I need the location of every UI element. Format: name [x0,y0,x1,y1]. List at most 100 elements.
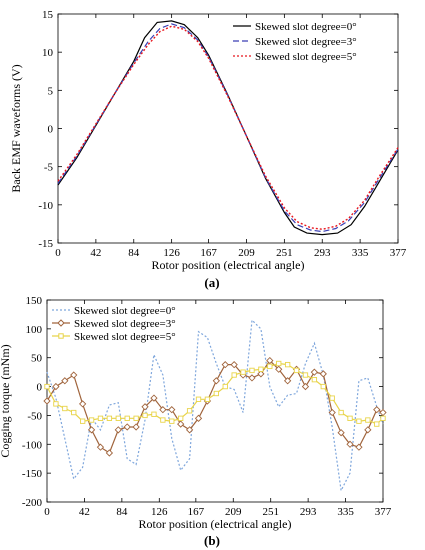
data-point [62,405,68,412]
data-point [347,415,353,421]
data-point [355,443,363,451]
data-point [222,383,228,390]
legend-marker [57,319,65,327]
data-point [61,377,69,385]
x-tick-label: 126 [163,247,180,259]
y-tick-label: 0 [37,382,43,394]
data-point [310,368,319,376]
data-point [124,415,130,421]
x-tick-label: 335 [352,247,369,259]
y-tick-label: -150 [22,468,43,480]
x-tick-label: 126 [151,506,168,518]
x-tick-label: 209 [225,506,242,518]
data-point [329,395,335,401]
x-tick-label: 167 [188,506,205,518]
data-point [248,374,256,382]
data-point [328,408,336,417]
y-tick-label: 15 [42,9,54,21]
data-point [374,421,380,427]
data-point [364,426,372,434]
series-line [46,359,384,454]
y-axis-label: Back EMF waveforms (V) [9,64,23,192]
x-axis-label: Rotor position (electrical angle) [152,258,305,272]
data-point [373,406,381,414]
data-point [106,415,113,421]
x-tick-label: 42 [79,506,90,518]
data-point [178,415,184,421]
data-point [123,423,131,431]
plot-frame [57,13,399,244]
data-point [185,426,194,434]
data-point [230,361,238,369]
data-point [275,365,283,373]
data-point [356,418,362,424]
data-point [177,420,185,428]
data-point [293,367,300,374]
y-tick-label: 150 [26,295,43,307]
x-tick-label: 377 [375,506,392,518]
y-tick-label: 0 [48,124,54,136]
data-point [169,418,175,424]
x-tick-label: 293 [300,506,317,518]
data-point [79,418,86,424]
data-point [150,394,158,402]
data-point [213,390,219,397]
data-point [168,406,176,414]
data-point [114,426,122,434]
chart-panel-b: 0 42 84 126 167 209 251 293 335 377 -200 -150 -100 -5… [0,295,392,531]
data-point [44,383,50,390]
data-point [71,409,77,416]
data-point [96,443,105,451]
data-point [319,370,327,378]
data-point [132,423,140,431]
data-point [53,401,59,407]
data-point [365,417,371,423]
y-tick-label: -10 [38,200,53,212]
x-tick-label: 251 [276,247,293,259]
data-point [276,360,282,367]
x-tick-label: 42 [90,247,101,259]
data-point [231,372,237,378]
data-point [221,361,229,369]
panel-a-label: (a) [204,275,219,290]
data-point [194,414,203,422]
data-point [249,367,255,374]
y-tick-label: 10 [42,47,54,59]
y-tick-label: -15 [38,238,53,250]
x-tick-label: 0 [55,247,61,259]
y-tick-label: -5 [44,162,54,174]
data-point [52,382,60,391]
x-tick-label: 335 [337,506,354,518]
y-tick-label: 100 [26,324,43,336]
x-tick-label: 84 [128,247,140,259]
data-point [311,376,318,383]
data-point [115,415,121,421]
legend-label: Skewed slot degree=5° [255,51,357,63]
data-point [320,383,326,390]
y-tick-label: 50 [31,353,43,365]
x-tick-label: 377 [390,247,407,259]
data-point [195,396,202,402]
data-point [284,377,292,385]
data-point [142,412,148,419]
y-tick-label: -100 [22,439,43,451]
data-point [301,382,310,391]
data-point [160,417,166,423]
legend-label: Skewed slot degree=3° [255,36,357,48]
data-point [379,408,387,417]
data-point [380,415,386,421]
legend-label: Skewed slot degree=5° [74,331,176,343]
x-tick-label: 0 [44,506,50,518]
data-point [266,356,274,365]
data-point [186,408,193,414]
x-axis-label: Rotor position (electrical angle) [139,517,292,531]
data-point [79,400,87,408]
x-tick-label: 209 [238,247,255,259]
series-line [46,318,384,493]
data-point [338,409,344,416]
legend-label: Skewed slot degree=0° [74,305,176,317]
data-point [346,440,354,448]
x-tick-label: 293 [314,247,331,259]
data-point [133,415,139,421]
data-point [88,417,95,423]
